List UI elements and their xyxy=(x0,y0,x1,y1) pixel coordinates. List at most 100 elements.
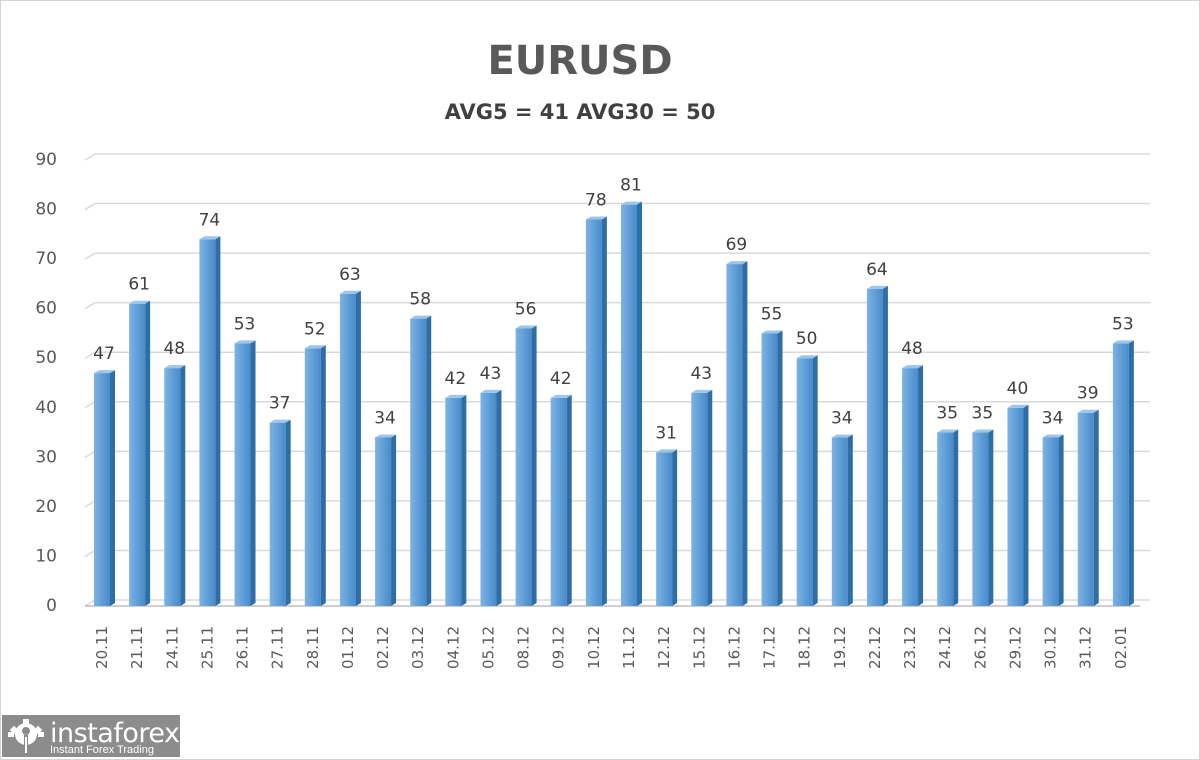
x-tick-label: 05.12 xyxy=(479,626,497,669)
bar-value-label: 74 xyxy=(199,210,221,230)
bar-value-label: 35 xyxy=(936,404,958,424)
bar-value-label: 42 xyxy=(445,369,467,389)
bar xyxy=(410,315,432,606)
x-tick-label: 27.11 xyxy=(269,626,287,669)
bar xyxy=(304,345,326,606)
x-tick-label: 09.12 xyxy=(550,626,568,669)
x-axis: 20.11 21.11 24.11 25.11 26.11 27.11 28.11 01.12… xyxy=(93,626,1130,669)
bar-value-label: 37 xyxy=(269,394,291,414)
y-tick-label: 20 xyxy=(35,497,57,517)
bar-value-label: 34 xyxy=(1042,409,1064,429)
bar xyxy=(691,389,713,606)
bar-value-label: 43 xyxy=(690,364,712,384)
bar-value-label: 61 xyxy=(128,275,150,295)
x-tick-label: 10.12 xyxy=(585,626,603,669)
bar xyxy=(866,285,888,606)
bars xyxy=(94,201,1134,607)
bar xyxy=(550,394,572,606)
bar-value-label: 43 xyxy=(480,364,502,384)
bar-value-label: 40 xyxy=(1007,379,1029,399)
bar-value-label: 81 xyxy=(620,176,642,196)
x-tick-label: 08.12 xyxy=(515,626,533,669)
x-tick-label: 01.12 xyxy=(339,626,357,669)
x-tick-label: 29.12 xyxy=(1006,626,1024,669)
x-tick-label: 16.12 xyxy=(725,626,743,669)
bar-value-label: 35 xyxy=(972,404,994,424)
bar xyxy=(515,325,537,606)
bar-value-label: 58 xyxy=(409,290,431,310)
bar-value-label: 50 xyxy=(796,329,818,349)
x-tick-label: 18.12 xyxy=(796,626,814,669)
x-tick-label: 02.01 xyxy=(1112,626,1130,669)
x-tick-label: 20.11 xyxy=(93,626,111,669)
bar-value-label: 64 xyxy=(866,260,888,280)
bar-value-label: 56 xyxy=(515,299,537,319)
bar xyxy=(339,290,361,606)
y-tick-label: 90 xyxy=(35,150,57,170)
bar xyxy=(726,261,748,606)
bar-value-label: 63 xyxy=(339,265,361,285)
bar xyxy=(375,434,397,606)
x-tick-label: 30.12 xyxy=(1042,626,1060,669)
data-labels: 47 61 48 74 53 37 52 63 34 58 42 43 56 42 78 81 31 43 69 55… xyxy=(93,176,1134,444)
x-tick-label: 21.11 xyxy=(128,626,146,669)
x-tick-label: 24.12 xyxy=(936,626,954,669)
bar xyxy=(480,389,502,606)
x-tick-label: 24.11 xyxy=(163,626,181,669)
bar-value-label: 52 xyxy=(304,319,326,339)
x-tick-label: 12.12 xyxy=(655,626,673,669)
bar xyxy=(761,330,783,606)
x-tick-label: 02.12 xyxy=(374,626,392,669)
bar xyxy=(269,419,291,606)
y-tick-label: 0 xyxy=(46,596,57,616)
bar-value-label: 47 xyxy=(93,344,115,364)
bar xyxy=(796,355,818,606)
bar xyxy=(1042,434,1064,606)
bar-value-label: 42 xyxy=(550,369,572,389)
y-tick-label: 60 xyxy=(35,299,57,319)
x-tick-label: 04.12 xyxy=(444,626,462,669)
x-tick-label: 28.11 xyxy=(304,626,322,669)
bar xyxy=(129,300,151,606)
instaforex-watermark: instaforex Instant Forex Trading xyxy=(2,715,180,757)
x-tick-label: 26.12 xyxy=(971,626,989,669)
x-tick-label: 15.12 xyxy=(690,626,708,669)
x-tick-label: 03.12 xyxy=(409,626,427,669)
bar xyxy=(94,370,115,606)
bar xyxy=(937,429,959,606)
y-tick-label: 50 xyxy=(35,348,57,368)
bar-value-label: 53 xyxy=(1112,314,1134,334)
bar xyxy=(902,365,924,606)
x-tick-label: 23.12 xyxy=(901,626,919,669)
chart-title: EURUSD xyxy=(487,38,673,84)
bar xyxy=(621,201,642,606)
x-tick-label: 25.11 xyxy=(198,626,216,669)
bar-value-label: 34 xyxy=(374,409,396,429)
x-tick-label: 17.12 xyxy=(761,626,779,669)
y-tick-label: 30 xyxy=(35,447,57,467)
bar xyxy=(234,340,256,606)
bar-value-label: 31 xyxy=(655,423,677,443)
bar xyxy=(445,394,467,606)
bar-value-label: 34 xyxy=(831,409,853,429)
y-tick-label: 40 xyxy=(35,398,57,418)
bar-value-label: 53 xyxy=(234,314,256,334)
bar-value-label: 55 xyxy=(761,304,783,324)
bar xyxy=(585,216,607,606)
bar xyxy=(1077,409,1099,606)
brand-name: instaforex xyxy=(50,718,180,749)
bar xyxy=(972,429,994,606)
x-tick-label: 19.12 xyxy=(831,626,849,669)
bar-value-label: 69 xyxy=(726,235,748,255)
bar-value-label: 48 xyxy=(901,339,923,359)
bar xyxy=(1112,340,1134,606)
bar-value-label: 78 xyxy=(585,190,607,210)
y-tick-label: 10 xyxy=(35,546,57,566)
x-tick-label: 26.11 xyxy=(234,626,252,669)
gear-logo-icon xyxy=(8,719,44,753)
bar xyxy=(1007,404,1029,606)
y-axis: 0 10 20 30 40 50 60 70 80 90 xyxy=(35,150,57,616)
bar xyxy=(656,449,678,606)
y-tick-label: 80 xyxy=(35,200,57,220)
